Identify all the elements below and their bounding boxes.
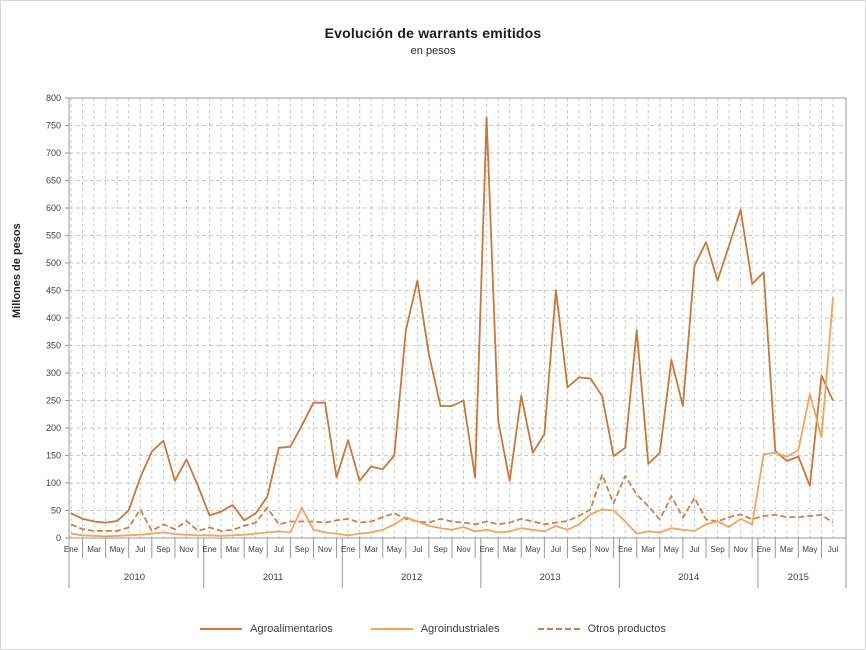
x-tick-label: May (248, 545, 263, 554)
x-tick-label: Ene (202, 545, 217, 554)
x-tick-label: May (664, 545, 679, 554)
chart-subtitle: en pesos (410, 45, 456, 57)
y-tick-label: 50 (51, 506, 61, 516)
y-tick-label: 600 (46, 203, 61, 213)
x-tick-label: Jul (412, 545, 422, 554)
y-tick-label: 100 (46, 478, 61, 488)
legend-item-agroindustriales: Agroindustriales (370, 623, 500, 635)
y-tick-label: 350 (46, 341, 61, 351)
x-tick-label: May (525, 545, 540, 554)
series-line-agroindustriales (70, 297, 834, 538)
x-tick-label: Sep (433, 545, 448, 554)
x-tick-label: Ene (341, 545, 356, 554)
x-tick-label: Nov (179, 545, 193, 554)
x-year-label: 2010 (124, 572, 145, 583)
x-tick-label: Sep (156, 545, 171, 554)
x-tick-label: Sep (710, 545, 725, 554)
x-tick-label: Mar (226, 545, 240, 554)
y-tick-label: 750 (46, 121, 61, 131)
legend-item-otros-productos: Otros productos (537, 623, 666, 635)
y-tick-label: 450 (46, 286, 61, 296)
x-tick-label: Nov (734, 545, 748, 554)
y-tick-label: 400 (46, 313, 61, 323)
title-block: Evolución de warrants emitidos en pesos (1, 25, 865, 57)
y-tick-label: 650 (46, 176, 61, 186)
series-line-otros-productos (70, 473, 834, 532)
y-tick-label: 200 (46, 423, 61, 433)
x-tick-label: Ene (64, 545, 79, 554)
x-tick-label: Jul (274, 545, 284, 554)
x-tick-label: Mar (87, 545, 101, 554)
x-tick-label: Mar (364, 545, 378, 554)
y-tick-label: 550 (46, 231, 61, 241)
legend-line-sample-dashed (537, 628, 580, 630)
legend: Agroalimentarios Agroindustriales Otros … (1, 623, 865, 635)
x-tick-label: Mar (503, 545, 517, 554)
x-tick-label: Jul (689, 545, 699, 554)
x-tick-label: Jul (135, 545, 145, 554)
legend-item-agroalimentarios: Agroalimentarios (200, 623, 333, 635)
x-tick-label: Mar (641, 545, 655, 554)
x-tick-label: Ene (757, 545, 772, 554)
x-tick-label: Ene (480, 545, 495, 554)
y-tick-label: 150 (46, 451, 61, 461)
x-tick-label: Ene (618, 545, 633, 554)
x-tick-label: May (110, 545, 125, 554)
x-year-label: 2011 (263, 572, 283, 583)
x-tick-label: Sep (572, 545, 587, 554)
x-tick-label: Jul (828, 545, 838, 554)
x-year-label: 2012 (401, 572, 422, 583)
x-tick-label: Nov (456, 545, 470, 554)
x-year-label: 2013 (540, 572, 561, 583)
x-tick-label: May (802, 545, 817, 554)
plot-border (68, 97, 847, 539)
x-tick-label: Sep (295, 545, 310, 554)
x-year-label: 2015 (788, 572, 809, 583)
legend-line-sample-solid (200, 628, 243, 630)
x-tick-label: Nov (318, 545, 332, 554)
y-tick-label: 300 (46, 368, 61, 378)
y-tick-label: 250 (46, 396, 61, 406)
series-line-agroalimentarios (70, 116, 834, 524)
legend-label: Otros productos (587, 623, 666, 635)
y-tick-label: 700 (46, 148, 61, 158)
x-tick-label: May (387, 545, 402, 554)
x-tick-label: Nov (595, 545, 609, 554)
x-year-label: 2014 (678, 572, 699, 583)
legend-label: Agroindustriales (420, 623, 500, 635)
chart-title: Evolución de warrants emitidos (324, 25, 542, 41)
y-tick-label: 0 (56, 533, 61, 543)
legend-line-sample-solid (370, 628, 413, 630)
legend-label: Agroalimentarios (250, 623, 333, 635)
x-tick-label: Mar (780, 545, 794, 554)
y-tick-label: 500 (46, 258, 61, 268)
x-tick-label: Jul (551, 545, 561, 554)
y-tick-label: 800 (46, 93, 61, 103)
